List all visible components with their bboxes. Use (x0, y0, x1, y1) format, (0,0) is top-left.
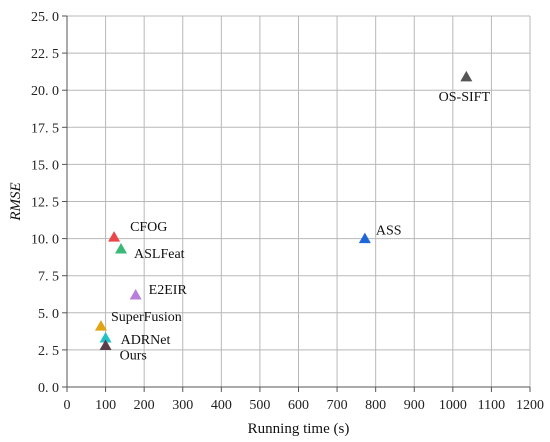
point-label: Ours (120, 348, 147, 363)
point-label: CFOG (130, 220, 167, 235)
x-axis-title: Running time (s) (248, 421, 350, 437)
x-tick-label: 400 (211, 398, 232, 413)
x-tick-label: 1000 (439, 398, 467, 413)
data-point-triangle (94, 320, 107, 331)
x-tick-label: 700 (327, 398, 348, 413)
data-point-triangle (115, 242, 128, 254)
point-label: ADRNet (121, 333, 171, 348)
y-axis-title: RMSE (8, 182, 24, 221)
x-tick-label: 800 (365, 398, 386, 413)
data-point-triangle (460, 70, 473, 82)
y-tick-label: 17. 5 (31, 121, 59, 136)
grid (66, 15, 531, 388)
x-tick-label: 300 (172, 398, 193, 413)
y-tick-label: 20. 0 (31, 84, 59, 99)
axes (62, 15, 531, 392)
x-tick-label: 1200 (516, 398, 544, 413)
x-tick-label: 500 (249, 398, 270, 413)
point-label: SuperFusion (111, 310, 182, 325)
data-point-triangle (108, 231, 121, 242)
x-tick-label: 1100 (478, 398, 505, 413)
y-tick-label: 2. 5 (38, 344, 59, 359)
x-tick-label: 100 (95, 398, 116, 413)
data-point-triangle (99, 332, 112, 343)
point-label: E2EIR (149, 283, 188, 298)
x-tick-label: 600 (288, 398, 309, 413)
point-label: ASS (376, 224, 402, 239)
tick-labels: 0 100 200 300 400 500 600 700 800 900 1000 1100 1200… (31, 10, 544, 413)
x-tick-label: 0 (64, 398, 71, 413)
data-point-triangle (129, 288, 142, 300)
x-tick-label: 900 (404, 398, 425, 413)
data-point-triangle (358, 232, 371, 244)
y-tick-label: 22. 5 (31, 47, 59, 62)
y-tick-label: 0. 0 (38, 381, 59, 396)
y-tick-label: 25. 0 (31, 10, 59, 25)
point-label: OS-SIFT (439, 90, 491, 105)
y-tick-label: 15. 0 (31, 158, 59, 173)
data-points (94, 70, 473, 350)
y-tick-label: 7. 5 (38, 270, 59, 285)
y-tick-label: 5. 0 (38, 307, 59, 322)
y-tick-label: 12. 5 (31, 196, 59, 211)
y-tick-label: 10. 0 (31, 233, 59, 248)
x-tick-label: 200 (134, 398, 155, 413)
data-point-triangle (99, 339, 112, 350)
point-label: ASLFeat (134, 247, 185, 262)
